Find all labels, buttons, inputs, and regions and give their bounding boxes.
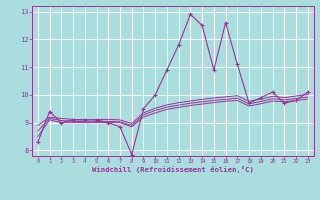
X-axis label: Windchill (Refroidissement éolien,°C): Windchill (Refroidissement éolien,°C) xyxy=(92,166,254,173)
